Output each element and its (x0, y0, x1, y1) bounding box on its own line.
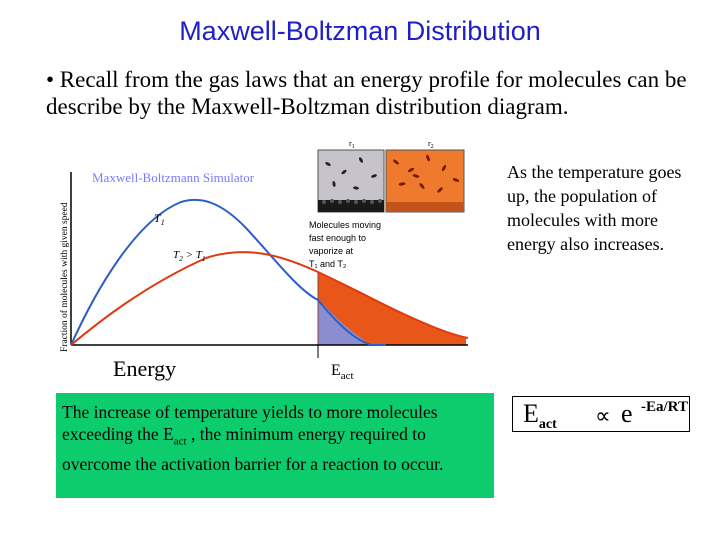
y-axis-label: Fraction of molecules with given speed (59, 202, 70, 352)
arrhenius-formula: Eact ∝ e -Ea/RT (512, 396, 690, 432)
vaporize-note: Molecules moving fast enough to vaporize… (309, 220, 384, 269)
maxwell-boltzmann-figure: Fraction of molecules with given speed M… (59, 140, 469, 358)
bullet-text: • Recall from the gas laws that an energ… (46, 67, 687, 119)
formula-exponent: -Ea/RT (641, 399, 688, 415)
curve-t1 (70, 198, 386, 346)
proportional-symbol: ∝ (595, 403, 611, 428)
formula-eact: Eact (523, 399, 557, 433)
box-label-1: r1 (349, 140, 355, 150)
shaded-area-t1 (318, 300, 366, 345)
explanation-box: The increase of temperature yields to mo… (56, 393, 494, 498)
formula-base: e (621, 399, 633, 428)
slide-title: Maxwell-Boltzman Distribution (179, 16, 541, 46)
t1-label: T1 (154, 211, 165, 227)
molecule-box-t1: r1 (317, 140, 385, 213)
eact-label: Eact (331, 362, 354, 383)
energy-label: Energy (113, 356, 177, 381)
temperature-note: As the temperature goes up, the populati… (507, 162, 682, 254)
box-label-2: r2 (428, 140, 434, 150)
curve-t2 (70, 251, 469, 346)
t2-label: T2 > T1 (173, 249, 206, 263)
molecule-box-t2: r2 (385, 140, 465, 213)
simulator-label: Maxwell-Boltzmann Simulator (92, 170, 255, 185)
